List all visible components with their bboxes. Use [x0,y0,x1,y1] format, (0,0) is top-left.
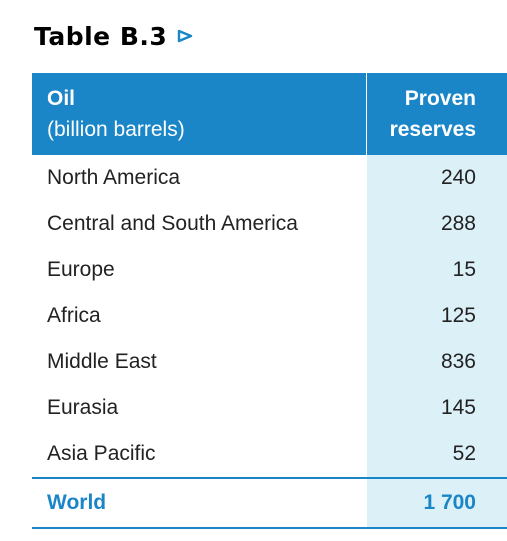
title-row: Table B.3 [34,20,193,52]
row-value: 836 [440,350,476,373]
total-value: 1 700 [423,491,476,514]
table-header: Oil (billion barrels) Proven reserves [32,73,507,155]
header-divider [366,73,367,155]
header-label-line1: Oil [47,87,76,110]
table-row: Europe 15 [32,247,507,293]
row-region: North America [47,166,181,189]
header-value-line2: reserves [389,118,476,141]
row-value: 15 [452,258,476,281]
triangle-right-outline-icon[interactable] [177,29,193,48]
total-top-rule [32,477,507,479]
row-value: 125 [440,304,476,327]
total-row: World 1 700 [32,479,507,527]
row-value: 240 [440,166,476,189]
row-value: 288 [440,212,476,235]
row-value: 145 [440,396,476,419]
row-region: Asia Pacific [47,442,156,465]
reserves-table: Oil (billion barrels) Proven reserves No… [32,73,507,529]
table-title: Table B.3 [34,21,168,51]
row-region: Middle East [47,350,157,373]
header-label-line2: (billion barrels) [47,118,185,141]
header-value-line1: Proven [404,87,476,110]
row-region: Eurasia [47,396,119,419]
total-region: World [47,491,107,514]
table-row: North America 240 [32,155,507,201]
value-column-background [367,155,507,529]
row-region: Europe [47,258,115,281]
table-row: Africa 125 [32,293,507,339]
table-row: Central and South America 288 [32,201,507,247]
row-value: 52 [452,442,476,465]
row-region: Africa [47,304,101,327]
row-region: Central and South America [47,212,298,235]
table-row: Eurasia 145 [32,385,507,431]
table-row: Middle East 836 [32,339,507,385]
table-bottom-rule [32,527,507,529]
table-row: Asia Pacific 52 [32,431,507,477]
